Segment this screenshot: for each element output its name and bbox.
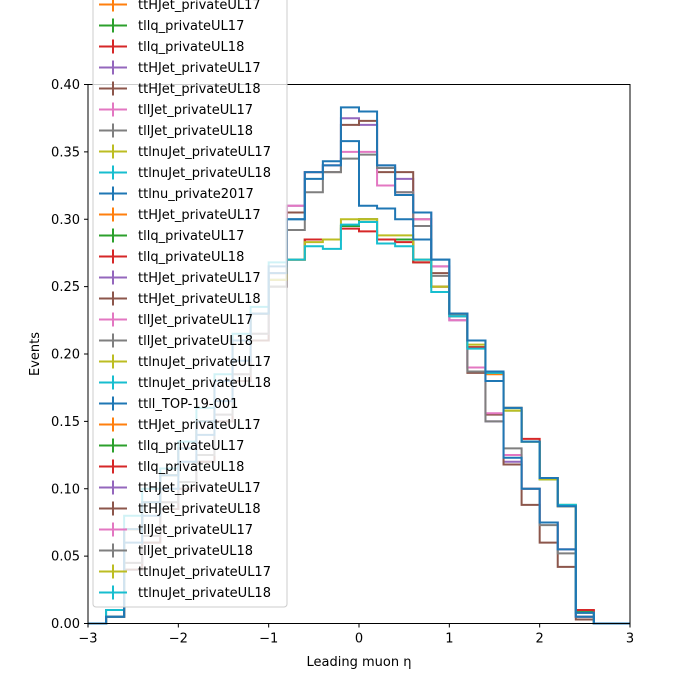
legend-entry: ttHJet_privateUL17	[99, 270, 261, 286]
legend-label: tllJet_privateUL18	[138, 124, 253, 139]
legend-entry: tllq_privateUL17	[99, 18, 244, 34]
legend-entry: ttHJet_privateUL18	[99, 291, 261, 307]
legend-label: ttlnu_private2017	[138, 187, 254, 202]
legend-label: ttll_TOP-19-001	[138, 397, 238, 412]
x-tick-label: −1	[259, 632, 278, 647]
legend-entry: ttHJet_privateUL17	[99, 60, 261, 76]
legend-entry: tllq_privateUL18	[99, 249, 244, 265]
legend-label: tllq_privateUL18	[138, 460, 244, 475]
legend-label: ttHJet_privateUL18	[138, 292, 261, 307]
legend-label: ttlnuJet_privateUL17	[138, 565, 271, 580]
legend-entry: ttHJet_privateUL18	[99, 81, 261, 97]
legend-label: ttlnuJet_privateUL18	[138, 376, 271, 391]
legend-label: tllJet_privateUL17	[138, 103, 253, 118]
legend-entry: tllJet_privateUL17	[99, 522, 253, 538]
legend-label: tllJet_privateUL17	[138, 523, 253, 538]
legend-entry: ttlnuJet_privateUL18	[99, 375, 271, 391]
legend-entry: tllq_privateUL17	[99, 228, 244, 244]
legend-label: ttlnuJet_privateUL17	[138, 145, 271, 160]
legend-entry: tllJet_privateUL18	[99, 543, 253, 559]
legend-box	[92, 0, 288, 608]
legend-entry: ttlnuJet_privateUL18	[99, 165, 271, 181]
legend-label: ttlnuJet_privateUL18	[138, 586, 271, 601]
legend-entry: tllJet_privateUL18	[99, 123, 253, 139]
y-tick-label: 0.30	[51, 213, 80, 228]
legend-entry: ttlnu_private2017	[99, 186, 254, 202]
y-tick-label: 0.35	[51, 145, 80, 160]
legend-entry: tllq_privateUL18	[99, 459, 244, 475]
legend-label: ttHJet_privateUL17	[138, 0, 261, 13]
legend-label: tllJet_privateUL18	[138, 334, 253, 349]
legend-entry: ttHJet_privateUL17	[99, 480, 261, 496]
legend-entry: tllJet_privateUL17	[99, 102, 253, 118]
legend-entry: ttll_TOP-19-001	[99, 396, 238, 412]
legend-label: tllq_privateUL18	[138, 250, 244, 265]
x-tick-label: 0	[355, 632, 363, 647]
legend-entry: tllJet_privateUL17	[99, 312, 253, 328]
legend: ttHJet_privateUL17 tllq_privateUL17 tllq_p…	[92, 0, 288, 608]
x-tick-label: 3	[626, 632, 634, 647]
x-tick-label: −2	[169, 632, 188, 647]
y-tick-label: 0.05	[51, 550, 80, 565]
legend-label: ttHJet_privateUL18	[138, 502, 261, 517]
y-tick-label: 0.25	[51, 280, 80, 295]
legend-entry: ttlnuJet_privateUL18	[99, 585, 271, 601]
legend-label: tllq_privateUL17	[138, 19, 244, 34]
y-tick-label: 0.10	[51, 482, 80, 497]
legend-entry: ttHJet_privateUL18	[99, 501, 261, 517]
y-axis-label: Events	[28, 332, 43, 376]
y-tick-label: 0.15	[51, 415, 80, 430]
legend-label: tllq_privateUL17	[138, 439, 244, 454]
y-tick-label: 0.20	[51, 348, 80, 363]
legend-label: tllJet_privateUL18	[138, 544, 253, 559]
legend-label: tllq_privateUL18	[138, 40, 244, 55]
legend-label: ttHJet_privateUL18	[138, 82, 261, 97]
legend-label: ttlnuJet_privateUL17	[138, 355, 271, 370]
legend-label: ttHJet_privateUL17	[138, 271, 261, 286]
x-axis: −3 −2 −1 0 1 2 3	[78, 623, 634, 647]
legend-label: tllJet_privateUL17	[138, 313, 253, 328]
legend-label: ttHJet_privateUL17	[138, 208, 261, 223]
legend-label: ttlnuJet_privateUL18	[138, 166, 271, 181]
legend-entry: tllJet_privateUL18	[99, 333, 253, 349]
y-tick-label: 0.40	[51, 78, 80, 93]
x-axis-label: Leading muon η	[307, 655, 412, 670]
y-axis: 0.00 0.05 0.10 0.15 0.20 0.25 0.30 0.35 0.40	[51, 78, 88, 632]
legend-entry: ttlnuJet_privateUL17	[99, 144, 271, 160]
legend-entry: ttHJet_privateUL17	[99, 0, 261, 13]
x-tick-label: −3	[78, 632, 97, 647]
legend-entry: ttHJet_privateUL17	[99, 417, 261, 433]
x-tick-label: 2	[536, 632, 544, 647]
legend-entry: ttlnuJet_privateUL17	[99, 564, 271, 580]
legend-entry: tllq_privateUL18	[99, 39, 244, 55]
x-tick-label: 1	[445, 632, 453, 647]
legend-entry: tllq_privateUL17	[99, 438, 244, 454]
legend-label: tllq_privateUL17	[138, 229, 244, 244]
legend-entry: ttHJet_privateUL17	[99, 207, 261, 223]
legend-label: ttHJet_privateUL17	[138, 61, 261, 76]
y-tick-label: 0.00	[51, 617, 80, 632]
legend-label: ttHJet_privateUL17	[138, 418, 261, 433]
legend-label: ttHJet_privateUL17	[138, 481, 261, 496]
legend-entry: ttlnuJet_privateUL17	[99, 354, 271, 370]
